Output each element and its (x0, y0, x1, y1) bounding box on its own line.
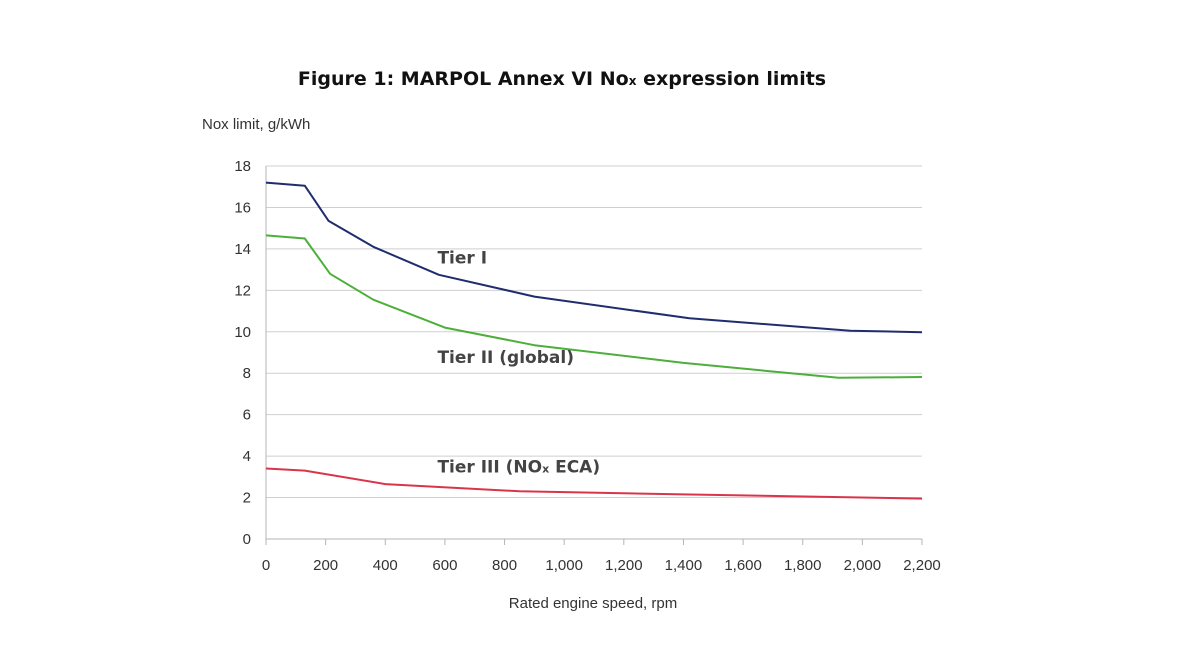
y-tick-label-9: 18 (234, 158, 251, 175)
x-tick-label-7: 1,400 (665, 557, 703, 574)
y-tick-label-6: 12 (234, 282, 251, 299)
y-tick-label-8: 16 (234, 199, 251, 216)
y-tick-label-1: 2 (243, 490, 251, 507)
x-axis-label: Rated engine speed, rpm (508, 595, 678, 612)
series-line-2 (265, 467, 923, 500)
x-tick-label-9: 1,800 (784, 557, 822, 574)
y-tick-label-5: 10 (234, 324, 251, 341)
x-tick-label-10: 2,000 (844, 557, 882, 574)
series-line-0 (265, 181, 923, 334)
x-tick-label-2: 400 (373, 557, 398, 574)
chart-title-suffix: expression limits (636, 68, 827, 90)
x-tick-label-11: 2,200 (903, 557, 941, 574)
y-tick-label-3: 6 (243, 407, 251, 424)
y-tick-label-4: 8 (243, 365, 251, 382)
x-tick-label-6: 1,200 (605, 557, 643, 574)
y-axis-label: Nox limit, g/kWh (202, 116, 311, 133)
x-tick-label-4: 800 (492, 557, 517, 574)
series-line-1 (265, 234, 923, 379)
y-tick-label-2: 4 (243, 448, 251, 465)
x-tick-label-5: 1,000 (545, 557, 583, 574)
chart-title-subscript: x (628, 74, 637, 88)
y-tick-label-0: 0 (243, 531, 251, 548)
y-tick-label-7: 14 (234, 241, 251, 258)
chart-title: Figure 1: MARPOL Annex VI Nox expression… (297, 68, 827, 90)
x-tick-label-1: 200 (313, 557, 338, 574)
x-tick-label-3: 600 (432, 557, 457, 574)
x-tick-label-8: 1,600 (724, 557, 762, 574)
x-tick-label-0: 0 (262, 557, 270, 574)
series-label-2: Tier III (NOx ECA) (437, 458, 600, 478)
series-label-1: Tier II (global) (437, 348, 574, 368)
series-label-0: Tier I (437, 248, 487, 268)
